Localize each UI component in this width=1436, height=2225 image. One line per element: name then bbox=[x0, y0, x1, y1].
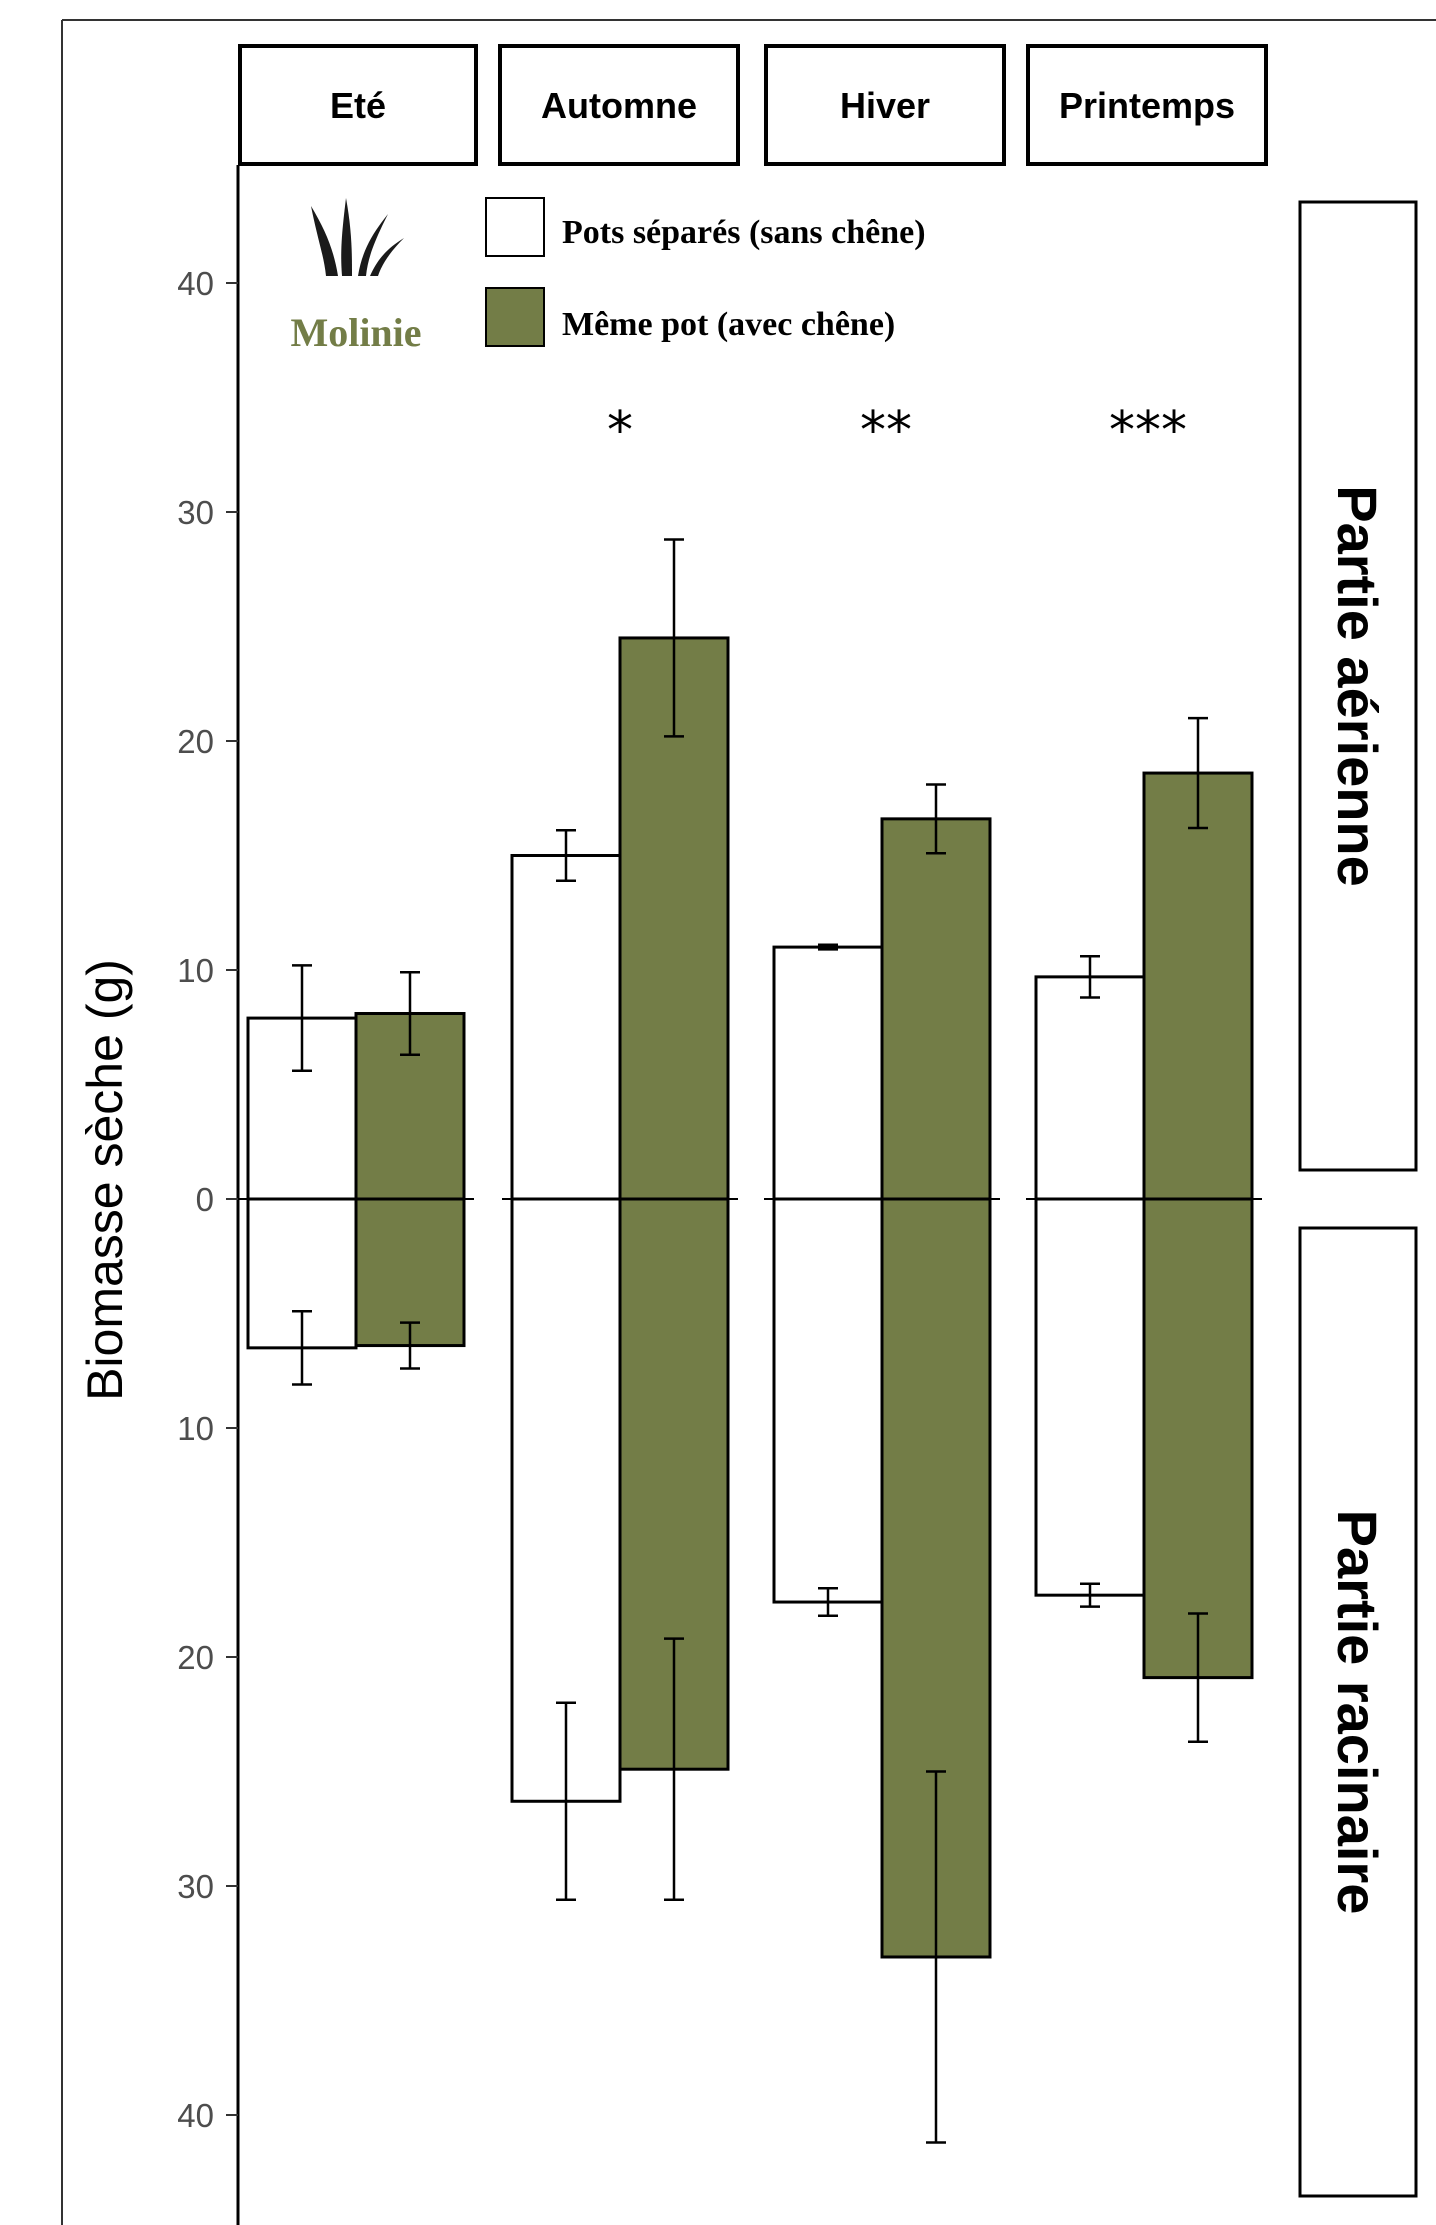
bar-aerial-s1-3 bbox=[1142, 771, 1254, 1201]
y-tick-label-6: 20 bbox=[177, 1639, 214, 1676]
error-aerial-s1-1 bbox=[664, 538, 684, 738]
panel-strip-aerial: Partie aérienne bbox=[1298, 200, 1418, 1172]
error-root-s1-3 bbox=[1188, 1612, 1208, 1743]
legend: Pots séparés (sans chêne) Même pot (avec… bbox=[485, 197, 926, 347]
y-ticks: 40 30 20 10 0 10 20 30 40 bbox=[177, 265, 238, 2134]
bar-root-s1-0 bbox=[354, 1197, 466, 1348]
error-aerial-s1-0 bbox=[400, 971, 420, 1056]
error-aerial-s0-1 bbox=[556, 829, 576, 882]
error-root-s0-1 bbox=[556, 1701, 576, 1901]
season-header-1: Automne bbox=[498, 44, 740, 166]
y-tick-label-8: 40 bbox=[177, 2097, 214, 2134]
legend-swatch-same-pot bbox=[485, 287, 545, 347]
bar-aerial-s1-2 bbox=[880, 817, 992, 1201]
season-header-3: Printemps bbox=[1026, 44, 1268, 166]
error-root-s0-2 bbox=[818, 1587, 838, 1618]
error-bars bbox=[292, 538, 1208, 2144]
bar-aerial-s0-3 bbox=[1034, 975, 1146, 1201]
panel-strip-root: Partie racinaire bbox=[1298, 1226, 1418, 2198]
y-tick-label-5: 10 bbox=[177, 1410, 214, 1447]
molinie-grass-icon bbox=[311, 198, 404, 276]
bar-aerial-s0-2 bbox=[772, 945, 884, 1201]
error-aerial-s1-3 bbox=[1188, 716, 1208, 830]
error-root-s1-2 bbox=[926, 1770, 946, 2144]
significance-3: *** bbox=[1109, 401, 1187, 461]
season-label-3: Printemps bbox=[1059, 85, 1235, 126]
bar-root-s0-1 bbox=[510, 1197, 622, 1803]
y-tick-label-7: 30 bbox=[177, 1868, 214, 1905]
significance-1: * bbox=[607, 401, 633, 461]
error-root-s0-3 bbox=[1080, 1582, 1100, 1608]
bar-root-s1-3 bbox=[1142, 1197, 1254, 1680]
bar-aerial-s0-1 bbox=[510, 854, 622, 1201]
bar-root-s0-3 bbox=[1034, 1197, 1146, 1597]
significance-2: ** bbox=[860, 401, 912, 461]
bar-root-s0-2 bbox=[772, 1197, 884, 1604]
legend-swatch-separate bbox=[485, 197, 545, 257]
y-tick-label-4: 0 bbox=[196, 1181, 214, 1218]
panel-label-root: Partie racinaire bbox=[1326, 1510, 1389, 1915]
error-aerial-s0-2 bbox=[818, 943, 838, 951]
y-tick-label-0: 40 bbox=[177, 265, 214, 302]
season-label-0: Eté bbox=[330, 85, 386, 126]
error-root-s1-0 bbox=[400, 1321, 420, 1370]
y-tick-label-2: 20 bbox=[177, 723, 214, 760]
y-tick-label-1: 30 bbox=[177, 494, 214, 531]
legend-label-separate: Pots séparés (sans chêne) bbox=[562, 214, 926, 251]
season-label-2: Hiver bbox=[840, 85, 930, 126]
error-root-s1-1 bbox=[664, 1637, 684, 1901]
bars bbox=[246, 636, 1254, 1959]
season-header-2: Hiver bbox=[764, 44, 1006, 166]
season-header-0: Eté bbox=[238, 44, 478, 166]
legend-label-same-pot: Même pot (avec chêne) bbox=[562, 306, 895, 343]
error-root-s0-0 bbox=[292, 1309, 312, 1386]
y-axis-title: Biomasse sèche (g) bbox=[77, 959, 133, 1401]
season-label-1: Automne bbox=[541, 85, 697, 126]
error-aerial-s0-3 bbox=[1080, 955, 1100, 999]
error-aerial-s0-0 bbox=[292, 964, 312, 1073]
error-aerial-s1-2 bbox=[926, 783, 946, 855]
species-label: Molinie bbox=[290, 310, 421, 355]
y-tick-label-3: 10 bbox=[177, 952, 214, 989]
panel-label-aerial: Partie aérienne bbox=[1326, 485, 1389, 887]
